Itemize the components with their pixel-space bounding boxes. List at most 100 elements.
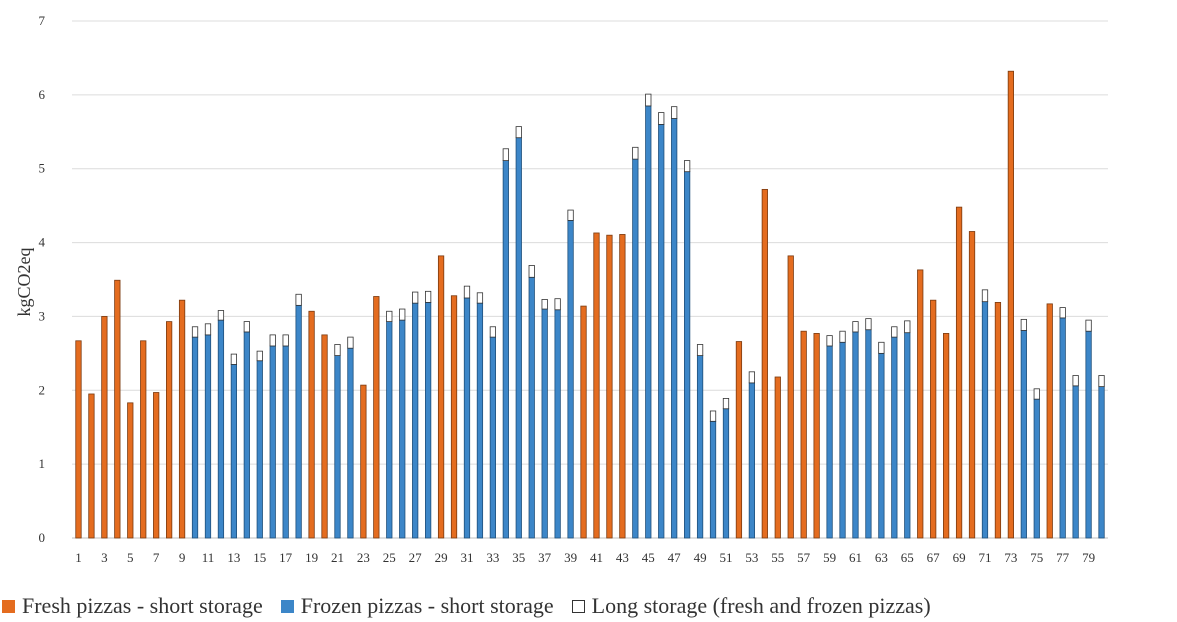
bar-fresh-short bbox=[360, 384, 367, 539]
bar-long-storage bbox=[476, 292, 484, 304]
bar-long-storage bbox=[1072, 375, 1079, 387]
legend-item-fresh: Fresh pizzas - short storage bbox=[2, 593, 263, 619]
x-tick-label: 47 bbox=[668, 550, 682, 565]
bar-frozen-short bbox=[191, 336, 199, 539]
x-tick-label: 15 bbox=[253, 550, 266, 565]
bar-long-storage bbox=[502, 148, 509, 161]
x-tick-label: 5 bbox=[127, 550, 134, 565]
bar-long-storage bbox=[217, 310, 225, 321]
bar-frozen-short bbox=[722, 408, 730, 539]
bar-fresh-short bbox=[127, 402, 134, 539]
x-tick-label: 69 bbox=[953, 550, 966, 565]
y-tick-label: 0 bbox=[39, 530, 46, 545]
bar-long-storage bbox=[671, 106, 678, 119]
bar-fresh-short bbox=[787, 255, 794, 539]
x-tick-label: 71 bbox=[978, 550, 991, 565]
x-tick-label: 31 bbox=[460, 550, 473, 565]
bar-frozen-short bbox=[295, 304, 302, 539]
bar-long-storage bbox=[709, 410, 717, 422]
bar-long-storage bbox=[256, 350, 263, 362]
bar-long-storage bbox=[891, 326, 898, 338]
bar-long-storage bbox=[243, 321, 250, 333]
bar-long-storage bbox=[282, 334, 289, 347]
legend: Fresh pizzas - short storage Frozen pizz… bbox=[0, 590, 1177, 622]
x-tick-label: 29 bbox=[435, 550, 448, 565]
bar-long-storage bbox=[865, 318, 872, 331]
x-tick-label: 75 bbox=[1030, 550, 1043, 565]
bar-fresh-short bbox=[761, 188, 768, 539]
y-tick-label: 6 bbox=[39, 87, 46, 102]
bar-frozen-short bbox=[671, 118, 678, 539]
bar-fresh-short bbox=[437, 255, 445, 539]
bar-frozen-short bbox=[709, 420, 717, 539]
bar-frozen-short bbox=[243, 331, 250, 539]
y-tick-label: 5 bbox=[39, 161, 46, 176]
bar-frozen-short bbox=[696, 355, 704, 539]
bar-frozen-short bbox=[891, 336, 898, 539]
x-axis-tick-labels: 1 3 5 7 9 11 13 15 17 19 21 23 25 27 29 31 33 35 37 39 41 43 4… bbox=[75, 550, 1095, 565]
bar-frozen-short bbox=[567, 220, 574, 539]
bar-long-storage bbox=[839, 330, 846, 343]
bar-long-storage bbox=[722, 398, 730, 410]
x-tick-label: 73 bbox=[1004, 550, 1017, 565]
bars bbox=[75, 70, 1105, 539]
bar-frozen-short bbox=[334, 355, 341, 539]
bar-fresh-short bbox=[308, 310, 315, 539]
bar-frozen-short bbox=[852, 331, 859, 539]
bar-long-storage bbox=[1098, 375, 1105, 387]
x-tick-label: 37 bbox=[538, 550, 552, 565]
bar-long-storage bbox=[425, 290, 432, 303]
x-tick-label: 61 bbox=[849, 550, 862, 565]
legend-swatch-frozen bbox=[280, 599, 294, 613]
bar-long-storage bbox=[541, 299, 548, 310]
bar-fresh-short bbox=[114, 279, 121, 539]
bar-fresh-short bbox=[178, 299, 186, 539]
bar-frozen-short bbox=[684, 171, 691, 539]
bar-long-storage bbox=[1085, 319, 1092, 332]
x-tick-label: 39 bbox=[564, 550, 577, 565]
bar-frozen-short bbox=[904, 332, 911, 539]
bar-fresh-short bbox=[450, 295, 458, 539]
bar-frozen-short bbox=[1059, 317, 1066, 539]
bar-frozen-short bbox=[204, 334, 212, 539]
bar-long-storage bbox=[632, 146, 639, 160]
x-tick-label: 59 bbox=[823, 550, 836, 565]
bar-long-storage bbox=[1020, 318, 1027, 331]
bar-fresh-short bbox=[735, 341, 743, 539]
x-tick-label: 67 bbox=[927, 550, 941, 565]
legend-label-fresh: Fresh pizzas - short storage bbox=[22, 593, 263, 618]
x-tick-label: 35 bbox=[512, 550, 525, 565]
x-tick-label: 79 bbox=[1082, 550, 1095, 565]
bar-fresh-short bbox=[1046, 303, 1053, 539]
bar-long-storage bbox=[696, 344, 704, 356]
x-tick-label: 9 bbox=[179, 550, 186, 565]
bar-long-storage bbox=[684, 160, 691, 173]
bar-frozen-short bbox=[1020, 330, 1027, 539]
bar-frozen-short bbox=[489, 336, 497, 539]
x-tick-label: 43 bbox=[616, 550, 629, 565]
bar-frozen-short bbox=[217, 319, 225, 539]
bar-fresh-short bbox=[606, 234, 613, 539]
bar-frozen-short bbox=[865, 329, 872, 539]
y-tick-label: 7 bbox=[39, 13, 46, 28]
bar-long-storage bbox=[528, 265, 535, 278]
bar-long-storage bbox=[463, 285, 471, 299]
bar-fresh-short bbox=[994, 301, 1002, 539]
x-tick-label: 33 bbox=[486, 550, 499, 565]
bar-fresh-short bbox=[321, 334, 328, 539]
bar-long-storage bbox=[269, 334, 276, 347]
legend-swatch-fresh bbox=[2, 599, 15, 613]
bar-frozen-short bbox=[1085, 330, 1092, 539]
bar-frozen-short bbox=[425, 301, 432, 539]
bar-fresh-short bbox=[75, 340, 82, 539]
bar-frozen-short bbox=[502, 160, 509, 539]
x-tick-label: 7 bbox=[153, 550, 160, 565]
y-axis-label: kgCO2eq bbox=[14, 248, 34, 317]
bar-fresh-short bbox=[373, 296, 380, 539]
legend-swatch-long-storage bbox=[571, 599, 585, 613]
bar-frozen-short bbox=[347, 347, 354, 539]
legend-item-long-storage: Long storage (fresh and frozen pizzas) bbox=[571, 593, 931, 619]
bar-long-storage bbox=[748, 371, 755, 384]
bar-long-storage bbox=[878, 341, 885, 354]
